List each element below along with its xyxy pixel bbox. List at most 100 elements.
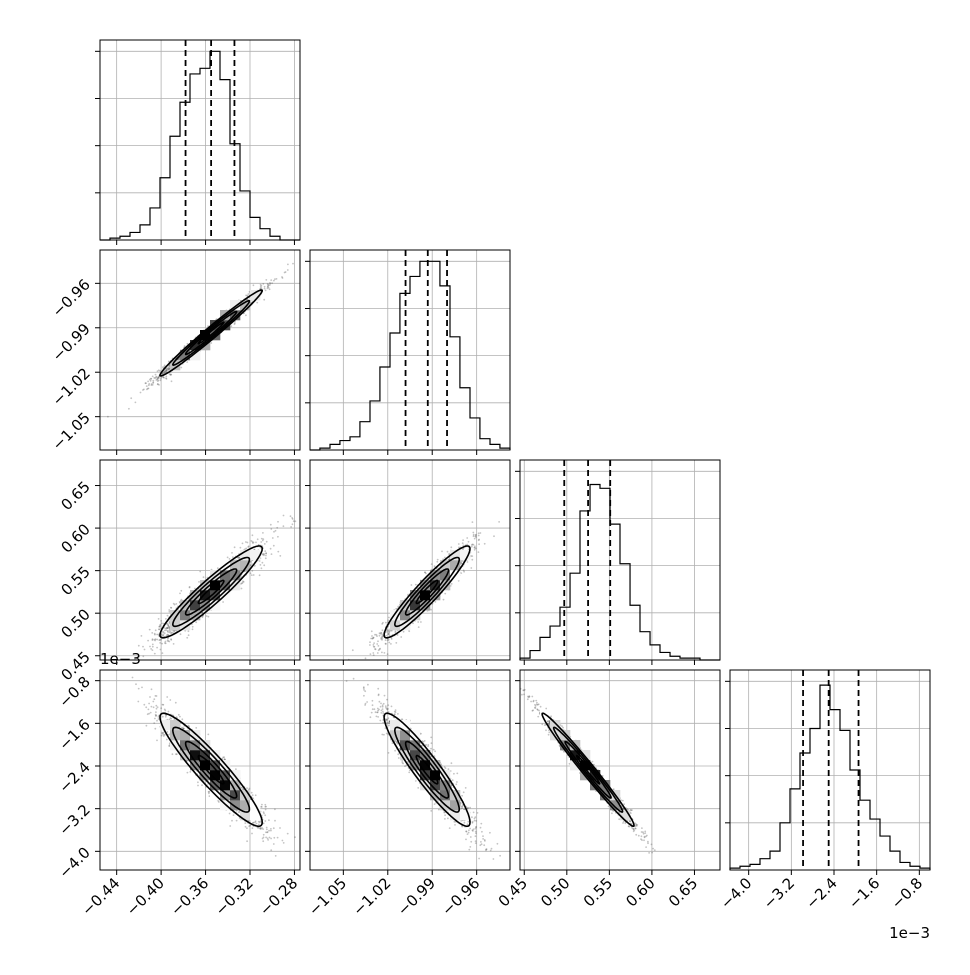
- scatter-point: [154, 633, 156, 635]
- scatter-point: [269, 282, 271, 284]
- scatter-point: [418, 626, 420, 628]
- scatter-point: [468, 541, 470, 543]
- scatter-point: [411, 584, 413, 586]
- scatter-point: [382, 629, 384, 631]
- scatter-point: [156, 639, 158, 641]
- scatter-point: [387, 653, 389, 655]
- scatter-point: [253, 284, 255, 286]
- scatter-point: [462, 542, 464, 544]
- scatter-point: [431, 563, 433, 565]
- scatter-point: [282, 277, 284, 279]
- scatter-point: [292, 523, 294, 525]
- scatter-point: [484, 543, 486, 545]
- scatter-point: [266, 541, 268, 543]
- scatter-point: [478, 543, 480, 545]
- scatter-point: [458, 547, 460, 549]
- scatter-point: [420, 621, 422, 623]
- scatter-point: [263, 299, 265, 301]
- scatter-point: [141, 635, 143, 637]
- y-tick-label: −0.96: [49, 275, 94, 320]
- scatter-point: [155, 638, 157, 640]
- scatter-point: [165, 618, 167, 620]
- scatter-point: [167, 615, 169, 617]
- scatter-point: [135, 402, 137, 404]
- scatter-point: [167, 640, 169, 642]
- scatter-point: [192, 626, 194, 628]
- scatter-point: [372, 652, 374, 654]
- scatter-point: [380, 632, 382, 634]
- scatter-point: [475, 534, 477, 536]
- scatter-point: [208, 616, 210, 618]
- scatter-point: [198, 581, 200, 583]
- scatter-point: [245, 314, 247, 316]
- scatter-point: [370, 653, 372, 655]
- scatter-point: [395, 642, 397, 644]
- scatter-point: [149, 646, 151, 648]
- scatter-point: [384, 652, 386, 654]
- scatter-point: [165, 643, 167, 645]
- scatter-point: [169, 374, 171, 376]
- scatter-point: [374, 634, 376, 636]
- scatter-point: [290, 526, 292, 528]
- scatter-point: [253, 574, 255, 576]
- histogram-panel-2: [515, 460, 720, 665]
- scatter-point: [268, 285, 270, 287]
- scatter-point: [160, 649, 162, 651]
- scatter-point: [272, 537, 274, 539]
- scatter-point: [206, 615, 208, 617]
- scatter-point: [210, 342, 212, 344]
- scatter-point: [260, 286, 262, 288]
- scatter-point: [270, 279, 272, 281]
- scatter-point: [265, 553, 267, 555]
- y-tick-label: 0.60: [57, 520, 93, 556]
- scatter-point: [462, 539, 464, 541]
- scatter-point: [444, 593, 446, 595]
- scatter-point: [471, 544, 473, 546]
- scatter-point: [189, 586, 191, 588]
- scatter-point: [466, 544, 468, 546]
- scatter-point: [165, 376, 167, 378]
- scatter-point: [175, 603, 177, 605]
- scatter-point: [142, 655, 144, 657]
- scatter-point: [170, 607, 172, 609]
- histogram-line: [730, 685, 930, 870]
- scatter-point: [222, 601, 224, 603]
- scatter-point: [155, 629, 157, 631]
- scatter-point: [293, 520, 295, 522]
- scatter-point: [256, 302, 258, 304]
- scatter-point: [264, 288, 266, 290]
- scatter-point: [161, 622, 163, 624]
- scatter-point: [467, 561, 469, 563]
- scatter-point: [283, 525, 285, 527]
- panel-content: [107, 263, 294, 418]
- scatter-point: [158, 618, 160, 620]
- scatter-point: [448, 553, 450, 555]
- scatter-point: [241, 588, 243, 590]
- scatter-point: [251, 570, 253, 572]
- scatter-point: [371, 630, 373, 632]
- scatter-point: [160, 620, 162, 622]
- scatter-point: [162, 377, 164, 379]
- scatter-point: [146, 385, 148, 387]
- scatter-point: [381, 652, 383, 654]
- scatter-point: [265, 557, 267, 559]
- scatter-point: [245, 548, 247, 550]
- scatter-point: [265, 555, 267, 557]
- scatter-point: [270, 524, 272, 526]
- axes-frame: [100, 460, 300, 660]
- scatter-point: [470, 555, 472, 557]
- scatter-point: [231, 552, 233, 554]
- scatter-point: [250, 540, 252, 542]
- scatter-point: [387, 619, 389, 621]
- scatter-point: [262, 540, 264, 542]
- scatter-point: [273, 531, 275, 533]
- scatter-point: [242, 543, 244, 545]
- scatter-point: [166, 378, 168, 380]
- scatter-point: [180, 590, 182, 592]
- scatter-point: [390, 643, 392, 645]
- scatter-point: [146, 389, 148, 391]
- scatter-point: [154, 377, 156, 379]
- scatter-point: [232, 556, 234, 558]
- scatter-point: [167, 638, 169, 640]
